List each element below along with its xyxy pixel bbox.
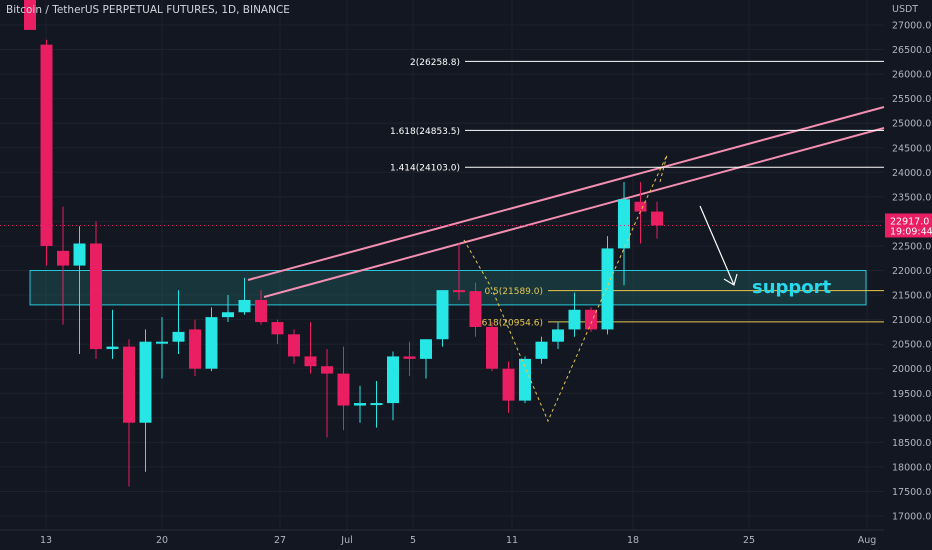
y-tick-label: 17500.0: [892, 487, 931, 498]
x-tick-label: Aug: [858, 535, 877, 546]
y-tick-label: 25500.0: [892, 94, 931, 105]
candle-body[interactable]: [503, 369, 515, 401]
candle-body[interactable]: [354, 403, 366, 405]
candle-body[interactable]: [470, 291, 482, 327]
candle-body[interactable]: [107, 347, 119, 349]
candle-body[interactable]: [173, 332, 185, 342]
candle-body[interactable]: [57, 251, 69, 266]
channel-upper-line[interactable]: [248, 107, 884, 280]
candle-body[interactable]: [602, 248, 614, 329]
y-tick-label: 26000.0: [892, 70, 931, 81]
candles[interactable]: [24, 0, 663, 487]
x-tick-label: 25: [743, 535, 755, 546]
y-tick-label: 24500.0: [892, 143, 931, 154]
y-tick-label: 25000.0: [892, 119, 931, 130]
candle-body[interactable]: [288, 334, 300, 356]
candle-body[interactable]: [74, 243, 86, 265]
candle-body[interactable]: [239, 300, 251, 312]
candle-body[interactable]: [569, 310, 581, 330]
candle-body[interactable]: [404, 356, 416, 358]
candle-body[interactable]: [255, 300, 267, 322]
candle-body[interactable]: [123, 347, 135, 423]
candle-body[interactable]: [651, 212, 663, 226]
y-tick-label: 19000.0: [892, 413, 931, 424]
candle-body[interactable]: [585, 310, 597, 330]
x-tick-label: Jul: [340, 535, 352, 546]
candle-body[interactable]: [272, 322, 284, 334]
y-tick-label: 18500.0: [892, 438, 931, 449]
candle-body[interactable]: [41, 45, 53, 246]
x-tick-label: 20: [156, 535, 168, 546]
x-tick-label: 11: [506, 535, 518, 546]
x-tick-label: 5: [410, 535, 416, 546]
x-tick-label: 27: [274, 535, 286, 546]
y-tick-label: 17000.0: [892, 512, 931, 523]
candle-body[interactable]: [519, 359, 531, 401]
countdown-value: 19:09:44: [890, 226, 932, 237]
candle-body[interactable]: [338, 374, 350, 406]
candle-body[interactable]: [486, 327, 498, 369]
currency-label: USDT: [892, 4, 918, 15]
y-tick-label: 22000.0: [892, 266, 931, 277]
fib-label: 1.618(24853.5): [390, 127, 460, 137]
y-tick-label: 20500.0: [892, 340, 931, 351]
candle-body[interactable]: [453, 290, 465, 292]
y-tick-label: 24000.0: [892, 168, 931, 179]
candle-body[interactable]: [536, 342, 548, 359]
candle-body[interactable]: [189, 329, 201, 368]
x-tick-label: 13: [40, 535, 52, 546]
y-tick-label: 19500.0: [892, 389, 931, 400]
y-tick-label: 18000.0: [892, 462, 931, 473]
candle-body[interactable]: [156, 342, 168, 344]
y-tick-label: 21500.0: [892, 291, 931, 302]
x-axis[interactable]: 13 20 27 Jul 5 11 18 25 Aug: [0, 530, 884, 546]
symbol-title: Bitcoin / TetherUS PERPETUAL FUTURES, 1D…: [6, 4, 290, 16]
candle-body[interactable]: [305, 356, 317, 366]
support-label: support: [752, 277, 832, 298]
candle-body[interactable]: [222, 312, 234, 317]
candle-body[interactable]: [90, 243, 102, 349]
candle-body[interactable]: [437, 290, 449, 339]
candle-body[interactable]: [387, 356, 399, 403]
x-tick-label: 18: [627, 535, 639, 546]
candle-body[interactable]: [618, 199, 630, 248]
grid: [0, 0, 884, 530]
y-tick-label: 20000.0: [892, 364, 931, 375]
candle-body[interactable]: [321, 366, 333, 373]
fib-label: 1.414(24103.0): [390, 164, 460, 174]
channel-lines[interactable]: [248, 107, 884, 297]
candle-body[interactable]: [420, 339, 432, 359]
candle-body[interactable]: [371, 403, 383, 405]
candle-body[interactable]: [552, 329, 564, 341]
fib-label: 0.5(21589.0): [484, 287, 543, 297]
y-axis[interactable]: 27000.0 26500.0 26000.0 25500.0 25000.0 24500…: [885, 4, 932, 523]
y-tick-label: 23500.0: [892, 192, 931, 203]
fib-label: 2(26258.8): [410, 58, 460, 68]
candle-body[interactable]: [140, 342, 152, 423]
y-tick-label: 27000.0: [892, 21, 931, 32]
candle-body[interactable]: [206, 317, 218, 369]
y-tick-label: 21000.0: [892, 315, 931, 326]
y-tick-label: 26500.0: [892, 45, 931, 56]
y-tick-label: 22500.0: [892, 241, 931, 252]
